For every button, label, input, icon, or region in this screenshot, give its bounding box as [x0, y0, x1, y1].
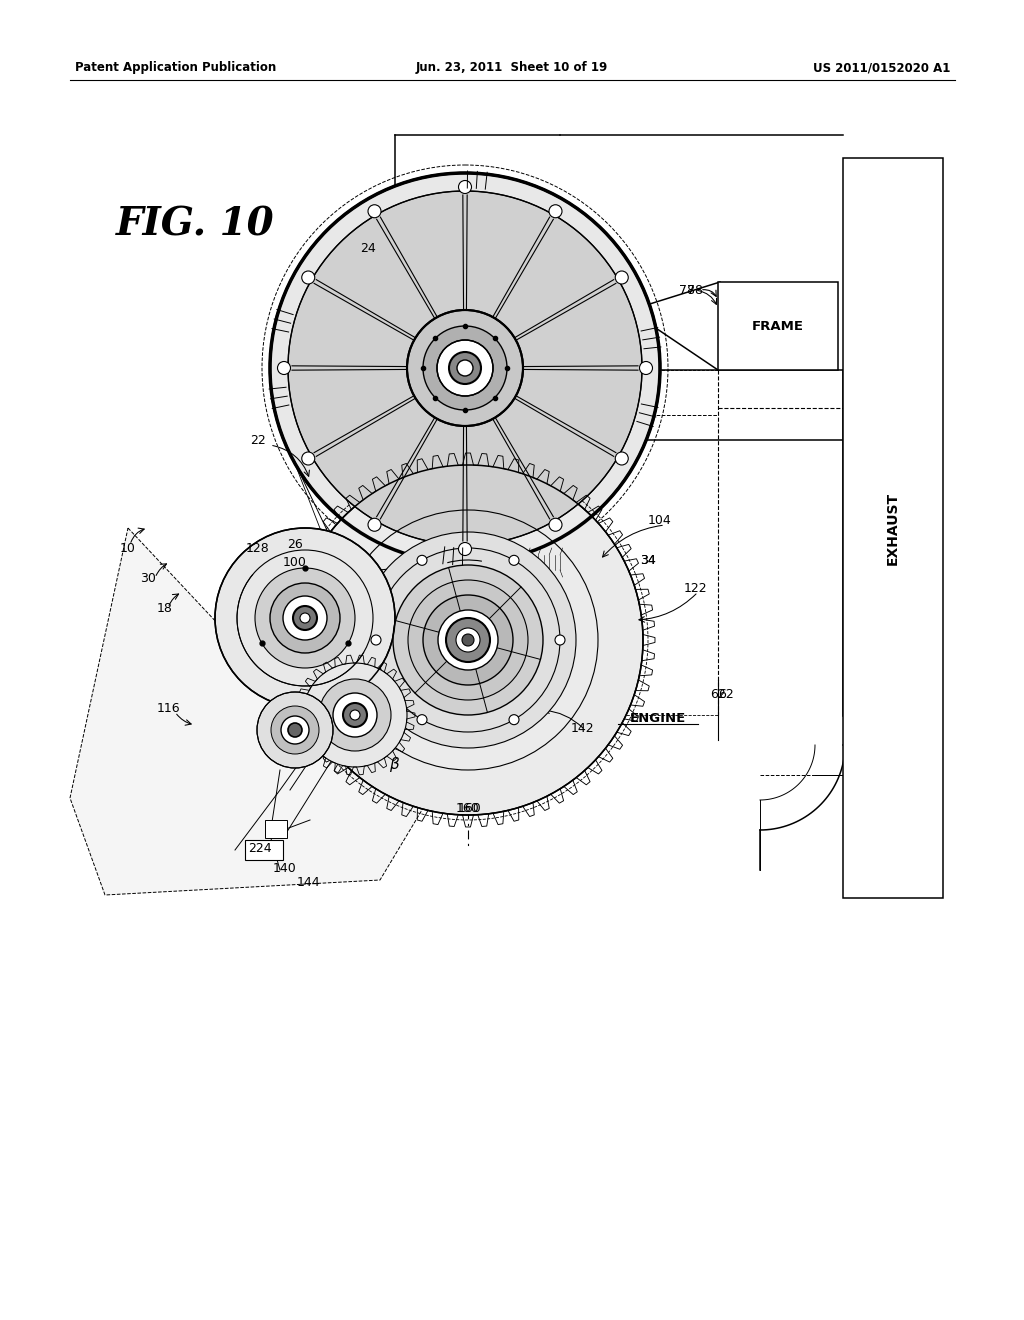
- Circle shape: [302, 451, 314, 465]
- Circle shape: [446, 618, 490, 663]
- Circle shape: [417, 556, 427, 565]
- Circle shape: [459, 181, 471, 194]
- Circle shape: [303, 663, 407, 767]
- Circle shape: [270, 173, 660, 564]
- Circle shape: [555, 635, 565, 645]
- Text: 78: 78: [679, 284, 695, 297]
- Text: 160: 160: [456, 801, 480, 814]
- Text: FRAME: FRAME: [752, 319, 804, 333]
- Circle shape: [319, 678, 391, 751]
- Circle shape: [437, 341, 493, 396]
- Circle shape: [549, 519, 562, 531]
- Bar: [843, 158, 943, 898]
- Circle shape: [509, 556, 519, 565]
- Circle shape: [393, 565, 543, 715]
- Circle shape: [408, 579, 528, 700]
- Circle shape: [457, 360, 473, 376]
- Text: 34: 34: [640, 553, 656, 566]
- Circle shape: [368, 205, 381, 218]
- Circle shape: [302, 271, 314, 284]
- Circle shape: [423, 595, 513, 685]
- Bar: [265, 820, 287, 838]
- Text: 140: 140: [273, 862, 297, 874]
- Text: 104: 104: [648, 513, 672, 527]
- Circle shape: [281, 715, 309, 744]
- Text: 26: 26: [287, 539, 303, 552]
- Text: US 2011/0152020 A1: US 2011/0152020 A1: [813, 62, 950, 74]
- Circle shape: [615, 271, 629, 284]
- Text: 62: 62: [718, 689, 734, 701]
- Circle shape: [615, 451, 629, 465]
- Text: 62: 62: [710, 689, 726, 701]
- Circle shape: [257, 692, 333, 768]
- Text: 22: 22: [250, 433, 266, 446]
- Text: 142: 142: [570, 722, 594, 734]
- Text: EXHAUST: EXHAUST: [886, 491, 900, 565]
- Circle shape: [300, 612, 310, 623]
- Text: 18: 18: [157, 602, 173, 615]
- Circle shape: [360, 532, 575, 748]
- Text: 128: 128: [246, 541, 270, 554]
- Circle shape: [333, 693, 377, 737]
- Circle shape: [215, 528, 395, 708]
- Text: ENGINE: ENGINE: [630, 711, 686, 725]
- Circle shape: [456, 628, 480, 652]
- Bar: [245, 840, 283, 861]
- Text: Jun. 23, 2011  Sheet 10 of 19: Jun. 23, 2011 Sheet 10 of 19: [416, 62, 608, 74]
- Text: 100: 100: [283, 556, 307, 569]
- Text: $\beta$: $\beta$: [389, 755, 400, 775]
- Circle shape: [423, 326, 507, 411]
- Circle shape: [343, 704, 367, 727]
- Text: 10: 10: [120, 541, 136, 554]
- Circle shape: [270, 583, 340, 653]
- Circle shape: [283, 597, 327, 640]
- Circle shape: [288, 191, 642, 545]
- Text: 160: 160: [458, 801, 482, 814]
- Text: 24: 24: [360, 242, 376, 255]
- Circle shape: [449, 352, 481, 384]
- Circle shape: [288, 723, 302, 737]
- Circle shape: [271, 706, 319, 754]
- Circle shape: [255, 568, 355, 668]
- Circle shape: [293, 606, 317, 630]
- Circle shape: [417, 714, 427, 725]
- Circle shape: [459, 543, 471, 556]
- Polygon shape: [70, 528, 440, 895]
- Circle shape: [350, 710, 360, 719]
- Bar: [718, 282, 838, 370]
- Circle shape: [368, 519, 381, 531]
- Circle shape: [549, 205, 562, 218]
- Text: 122: 122: [683, 582, 707, 594]
- Circle shape: [278, 362, 291, 375]
- Text: 78: 78: [687, 284, 703, 297]
- Text: 34: 34: [640, 553, 656, 566]
- Text: 30: 30: [140, 572, 156, 585]
- Circle shape: [438, 610, 498, 671]
- Text: FIG. 10: FIG. 10: [116, 206, 274, 244]
- Circle shape: [407, 310, 523, 426]
- Text: 116: 116: [157, 701, 180, 714]
- Circle shape: [293, 465, 643, 814]
- Circle shape: [462, 634, 474, 645]
- Circle shape: [509, 714, 519, 725]
- Circle shape: [371, 635, 381, 645]
- Text: 224: 224: [248, 842, 271, 854]
- Text: 144: 144: [296, 875, 319, 888]
- Text: Patent Application Publication: Patent Application Publication: [75, 62, 276, 74]
- Circle shape: [640, 362, 652, 375]
